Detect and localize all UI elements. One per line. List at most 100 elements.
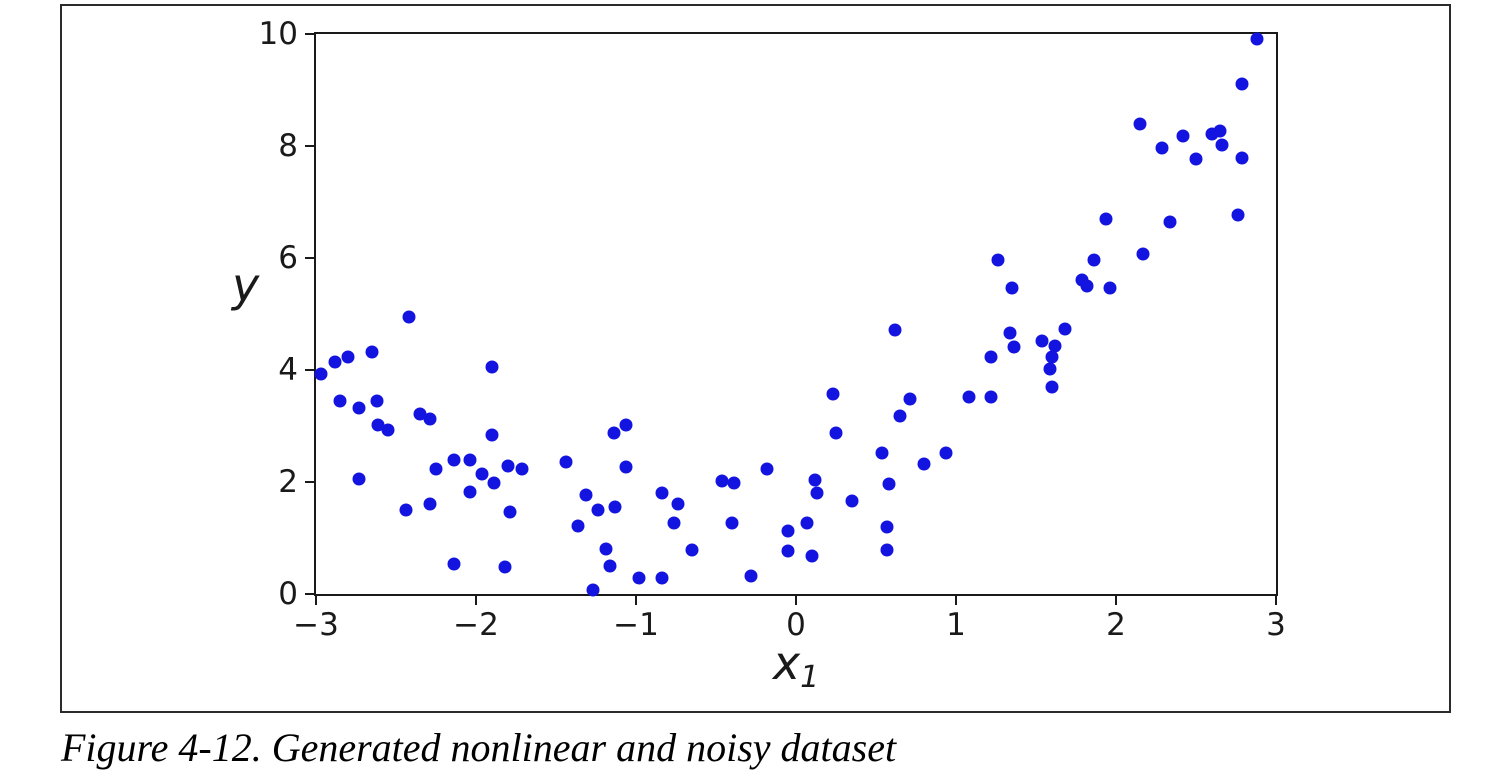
data-point — [845, 494, 859, 508]
data-point — [429, 462, 443, 476]
data-point — [341, 350, 355, 364]
y-axis-tick — [305, 33, 314, 35]
data-point — [498, 560, 512, 574]
data-point — [1058, 322, 1072, 336]
data-point — [399, 503, 413, 517]
data-point — [781, 524, 795, 538]
y-axis-label: y — [232, 258, 260, 312]
data-point — [463, 485, 477, 499]
data-point — [715, 474, 729, 488]
data-point — [888, 323, 902, 337]
data-point — [1005, 281, 1019, 295]
data-point — [571, 519, 585, 533]
data-point — [917, 457, 931, 471]
data-point — [1045, 350, 1059, 364]
data-point — [333, 394, 347, 408]
data-point — [1213, 124, 1227, 138]
data-point — [447, 557, 461, 571]
y-axis-tick — [305, 145, 314, 147]
data-point — [744, 569, 758, 583]
x-axis-tick-label: −3 — [293, 607, 339, 643]
data-point — [875, 446, 889, 460]
data-point — [1250, 32, 1264, 46]
data-point — [655, 486, 669, 500]
data-point — [1007, 340, 1021, 354]
x-axis-tick — [1115, 596, 1117, 605]
data-point — [1176, 129, 1190, 143]
x-axis-tick — [955, 596, 957, 605]
y-axis-tick — [305, 481, 314, 483]
x-axis-tick-label: 2 — [1106, 607, 1126, 643]
x-axis-tick — [795, 596, 797, 605]
data-point — [1215, 138, 1229, 152]
x-axis-label-subscript: 1 — [800, 660, 820, 695]
data-point — [727, 476, 741, 490]
data-point — [880, 520, 894, 534]
data-point — [1103, 281, 1117, 295]
x-axis-tick-label: 3 — [1266, 607, 1286, 643]
data-point — [352, 401, 366, 415]
y-axis-tick — [305, 257, 314, 259]
figure-caption: Figure 4-12. Generated nonlinear and noi… — [61, 725, 897, 770]
data-point — [632, 571, 646, 585]
data-point — [586, 583, 600, 597]
data-point — [503, 505, 517, 519]
x-axis-tick-label: −2 — [453, 607, 499, 643]
data-point — [463, 453, 477, 467]
data-point — [485, 428, 499, 442]
data-point — [501, 459, 515, 473]
data-point — [1235, 77, 1249, 91]
data-point — [810, 486, 824, 500]
data-point — [880, 543, 894, 557]
data-point — [619, 418, 633, 432]
y-axis-tick-label: 2 — [278, 464, 298, 500]
data-point — [352, 472, 366, 486]
data-point — [808, 473, 822, 487]
x-axis-tick — [635, 596, 637, 605]
data-point — [667, 516, 681, 530]
y-axis-tick — [305, 593, 314, 595]
data-point — [939, 446, 953, 460]
data-point — [423, 412, 437, 426]
data-point — [603, 559, 617, 573]
x-axis-tick-label: −1 — [613, 607, 659, 643]
data-point — [760, 462, 774, 476]
data-point — [781, 544, 795, 558]
data-point — [485, 360, 499, 374]
data-point — [579, 488, 593, 502]
data-point — [423, 497, 437, 511]
x-axis-tick — [475, 596, 477, 605]
data-point — [984, 390, 998, 404]
x-axis-tick — [1275, 596, 1277, 605]
x-axis-tick-label: 1 — [946, 607, 966, 643]
data-point — [725, 516, 739, 530]
data-point — [381, 423, 395, 437]
data-point — [800, 516, 814, 530]
data-point — [607, 426, 621, 440]
x-axis-tick-label: 0 — [786, 607, 806, 643]
data-point — [328, 355, 342, 369]
data-point — [314, 367, 328, 381]
data-point — [619, 460, 633, 474]
data-point — [671, 497, 685, 511]
data-point — [1035, 334, 1049, 348]
plot-canvas — [314, 32, 1276, 597]
data-point — [826, 387, 840, 401]
data-point — [365, 345, 379, 359]
y-axis-tick-label: 10 — [258, 16, 298, 52]
data-point — [805, 549, 819, 563]
data-point — [608, 500, 622, 514]
y-axis-tick-label: 6 — [278, 240, 298, 276]
data-point — [1087, 253, 1101, 267]
x-axis-label-base: x — [772, 636, 801, 690]
y-axis-tick-label: 0 — [278, 576, 298, 612]
data-point — [893, 409, 907, 423]
data-point — [984, 350, 998, 364]
y-axis-tick — [305, 369, 314, 371]
data-point — [1080, 279, 1094, 293]
data-point — [1099, 212, 1113, 226]
data-point — [591, 503, 605, 517]
x-axis-label: x1 — [772, 636, 819, 693]
data-point — [882, 477, 896, 491]
